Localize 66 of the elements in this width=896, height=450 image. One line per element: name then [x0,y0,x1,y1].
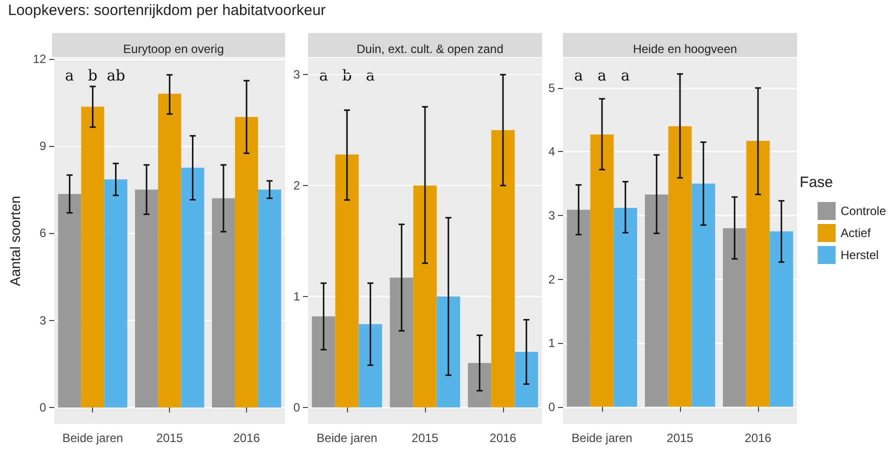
y-tick-label: 1 [293,289,300,304]
bar [358,324,382,408]
chart-subtitle: Heide en hoogveen [632,42,738,56]
bar [644,194,668,407]
bar [566,210,590,407]
chart-subtitle: Duin, ext. cult. & open zand [356,42,504,56]
y-tick-label: 1 [548,336,556,350]
annotation: a [64,66,74,84]
legend-label: Herstel [840,248,879,262]
annotation: a [598,66,607,84]
y-tick-label: 3 [293,68,300,82]
y-tick-label: 0 [293,400,300,414]
x-tick-label: 2016 [490,431,517,445]
annotation: a [574,66,584,84]
bar [104,179,128,408]
chart-subtitle: Eurytoop en overig [123,42,224,56]
y-tick-label: 0 [40,400,47,414]
bar [436,296,460,408]
x-tick-label: 2015 [412,431,439,445]
y-axis-title: Aantal soorten [7,196,23,286]
y-tick-label: 12 [32,52,47,66]
y-tick-label: 2 [293,178,300,193]
chart-title: Loopkevers: soortenrijkdom per habitatvoorkeur [8,2,326,19]
bar [590,134,614,407]
bar [158,94,182,408]
y-tick-label: 0 [548,400,556,414]
y-tick-label: 9 [40,139,47,154]
legend-label: Controle [840,204,886,218]
bar [212,198,236,408]
y-tick-label: 6 [40,226,47,240]
legend-label: Actief [840,226,872,240]
bar [746,140,770,407]
x-tick-label: Beide jaren [572,431,632,445]
annotation: ab [106,66,126,84]
bar [390,278,414,408]
x-tick-label: 2015 [666,431,694,445]
x-tick-label: 2015 [156,431,184,445]
bar [235,116,258,408]
bar [491,130,515,408]
y-tick-label: 3 [40,313,47,328]
bar [335,154,359,408]
y-tick-label: 3 [548,208,556,222]
bar [58,194,82,408]
y-tick-label: 2 [548,272,556,286]
y-tick-label: 4 [548,144,556,159]
bar [770,231,794,407]
bar [181,168,204,408]
x-tick-label: Beide jaren [316,431,378,445]
x-tick-label: 2016 [744,431,772,445]
bar [468,363,492,408]
bar [514,352,538,408]
annotation: a [620,66,630,84]
legend-title: Fase [800,174,834,191]
bar [692,184,716,407]
bar [722,228,746,407]
bar [614,208,638,407]
bar [413,186,437,408]
bar [81,106,104,408]
bar [312,316,336,408]
x-tick-label: 2016 [233,431,260,445]
bar [668,126,692,407]
y-tick-label: 5 [548,80,556,95]
bar [258,190,282,408]
bar [135,190,158,408]
x-tick-label: Beide jaren [62,431,124,445]
annotation: b [88,66,98,84]
